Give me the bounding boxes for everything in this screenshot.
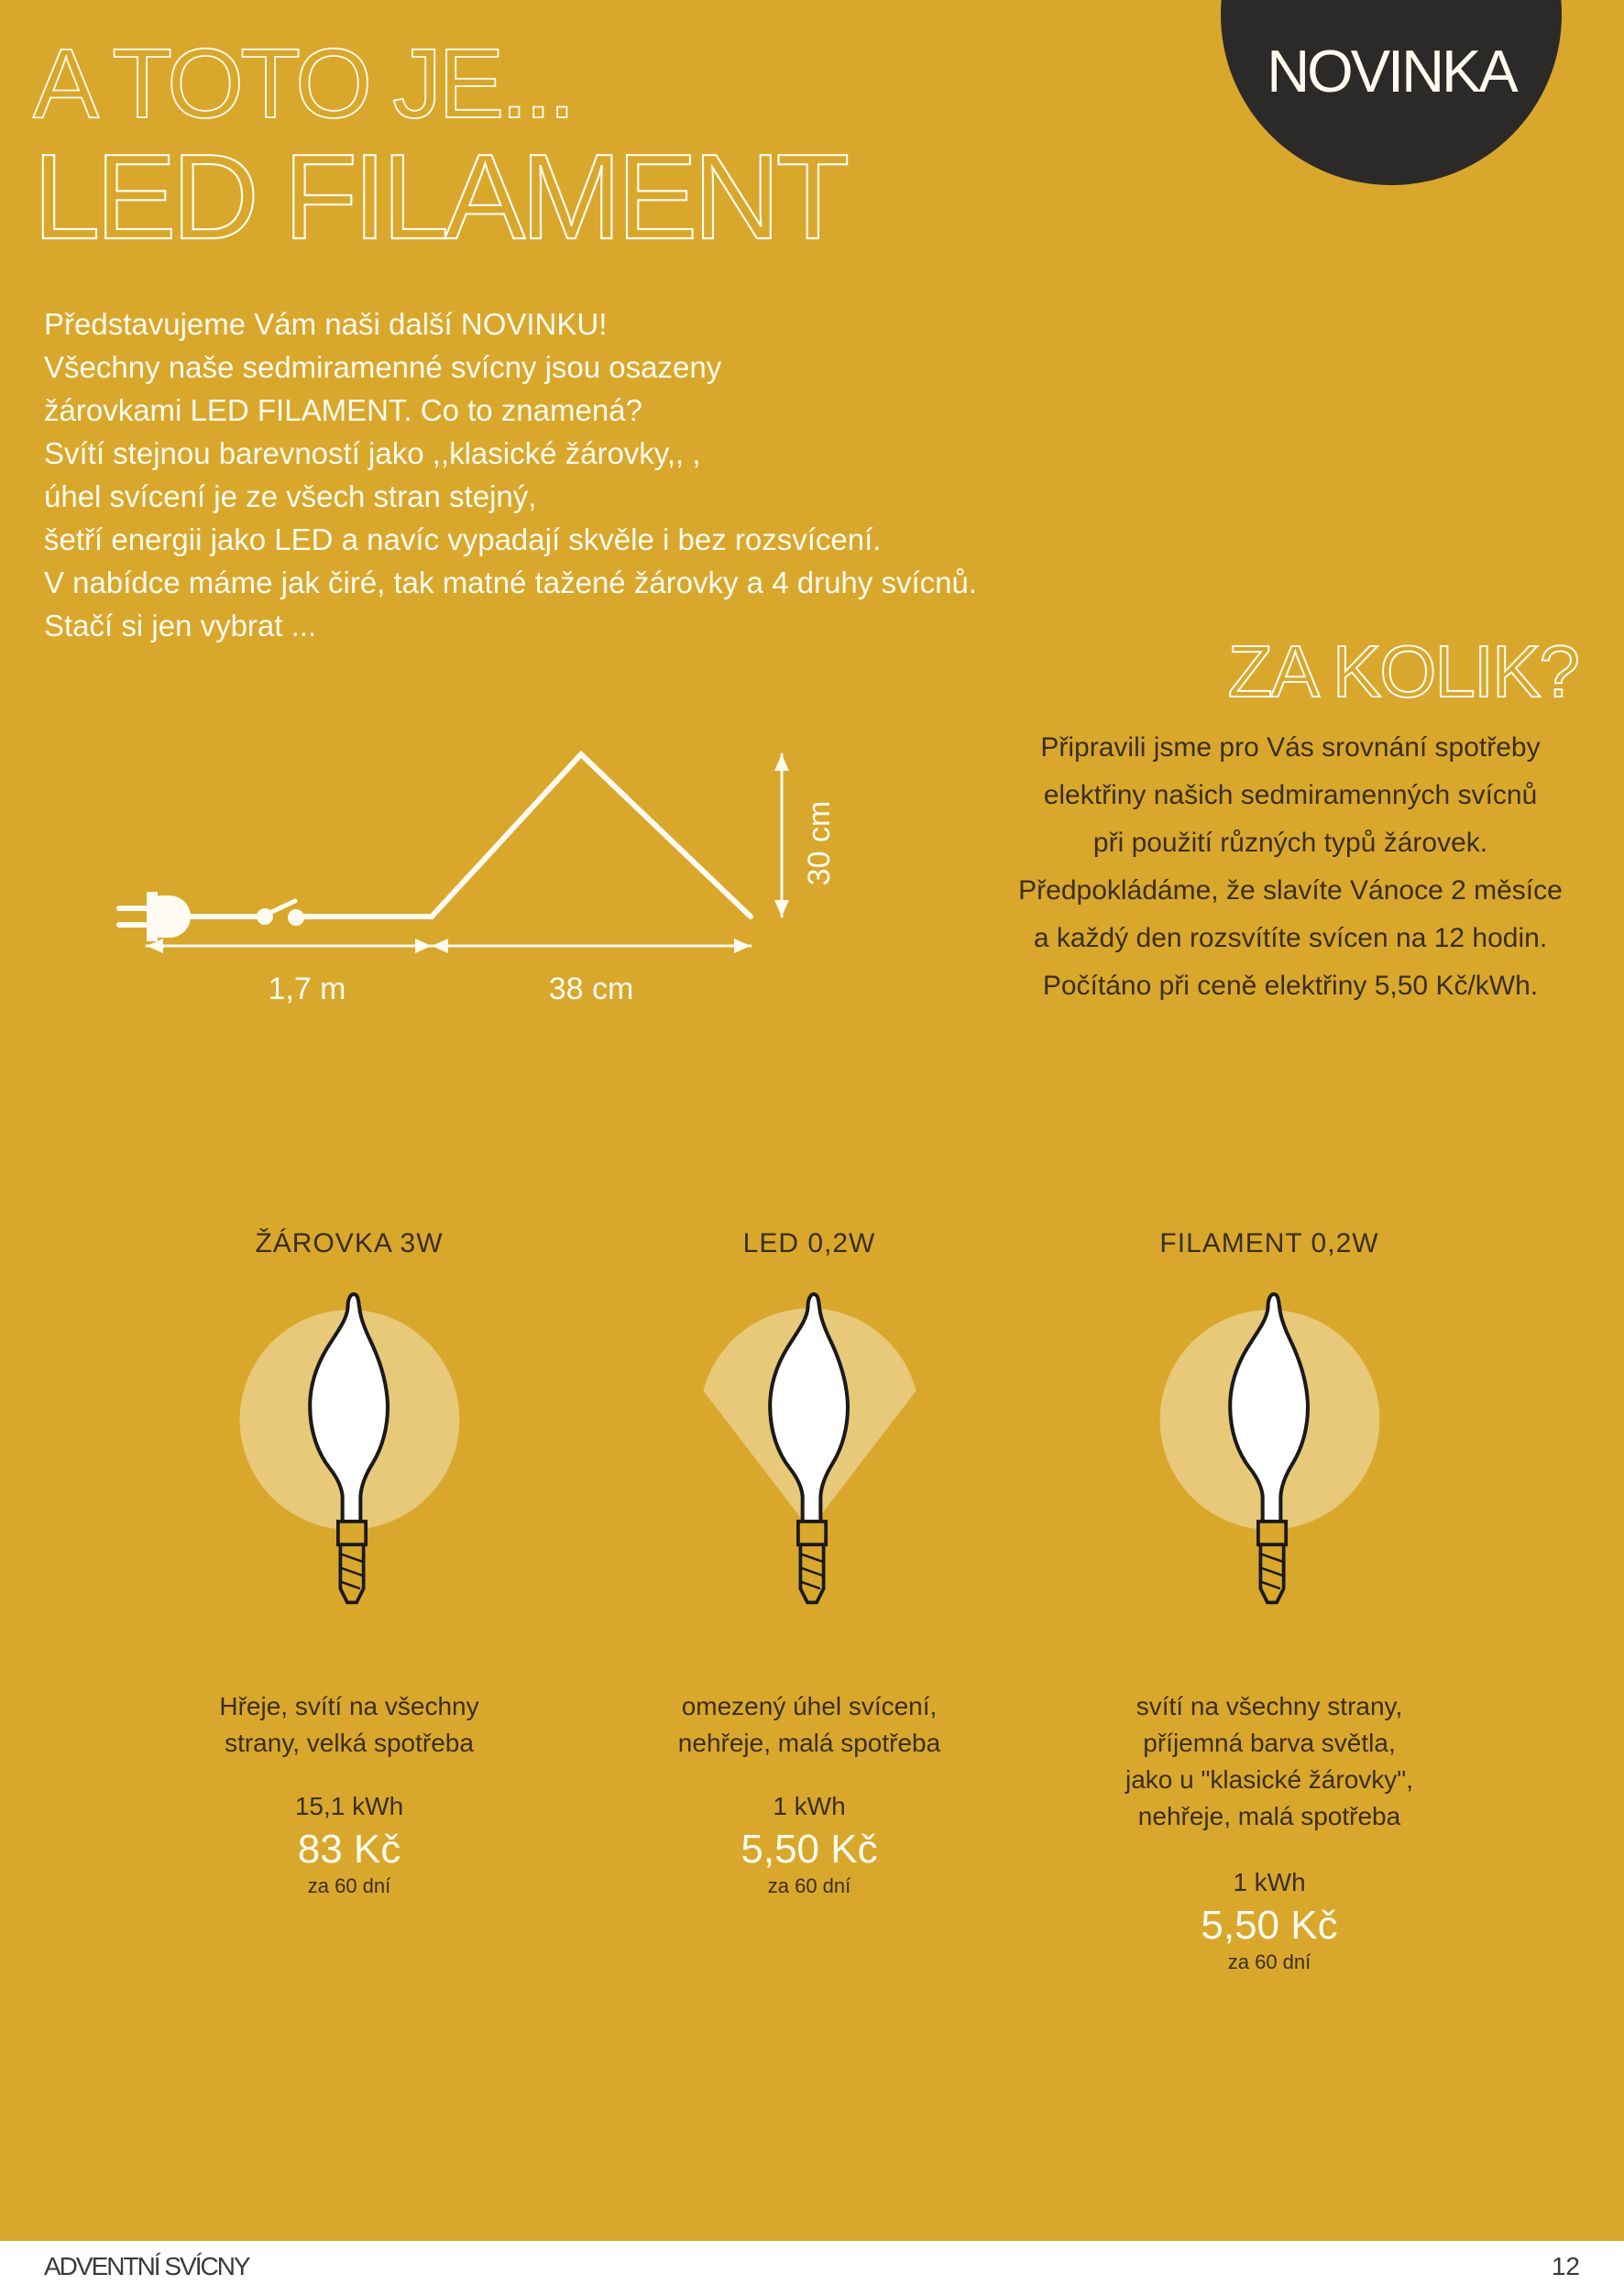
svg-text:1,7 m: 1,7 m	[268, 972, 346, 1006]
svg-text:30 cm: 30 cm	[802, 801, 837, 886]
svg-text:38 cm: 38 cm	[549, 972, 634, 1006]
